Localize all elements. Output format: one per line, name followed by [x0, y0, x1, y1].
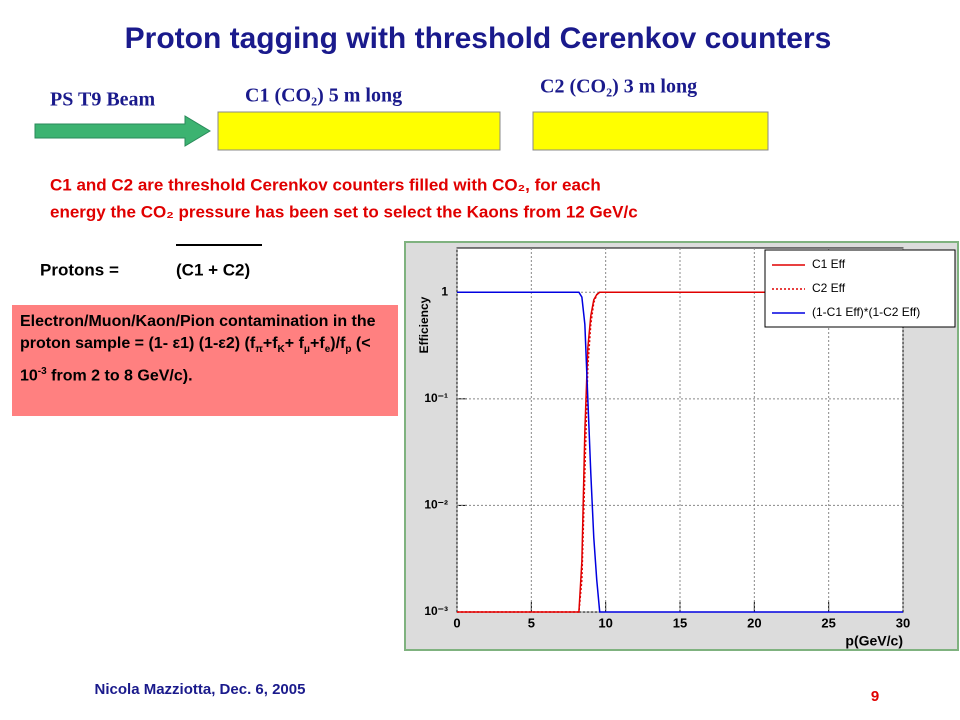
y-tick-label: 10⁻³	[424, 604, 448, 618]
x-tick-label: 10	[598, 615, 612, 630]
x-tick-label: 20	[747, 615, 761, 630]
x-tick-label: 15	[673, 615, 687, 630]
series-line	[457, 291, 903, 613]
text: Electron/Muon/Kaon/Pion contamination in…	[20, 313, 376, 352]
x-tick-label: 0	[453, 615, 460, 630]
note-line: energy the CO₂ pressure has been set to …	[50, 202, 638, 221]
text: μ	[303, 344, 311, 356]
x-tick-label: 25	[821, 615, 835, 630]
series-line	[457, 291, 903, 613]
counter-c2	[532, 111, 769, 151]
text: π	[255, 344, 263, 356]
protons-formula: (C1 + C2)	[176, 260, 250, 279]
legend-label: (1-C1 Eff)*(1-C2 Eff)	[812, 305, 920, 319]
text: +f	[310, 335, 325, 352]
y-axis-label: Efficiency	[417, 296, 431, 353]
title: Proton tagging with threshold Cerenkov c…	[125, 22, 832, 55]
text: +f	[262, 335, 278, 352]
legend-label: C1 Eff	[812, 257, 846, 271]
y-tick-label: 10⁻¹	[424, 391, 448, 405]
text: K	[277, 344, 285, 356]
x-tick-label: 30	[896, 615, 910, 630]
note-line: C1 and C2 are threshold Cerenkov counter…	[50, 175, 601, 194]
beam-arrow	[34, 115, 211, 147]
c2-label: C2 (CO₂) 3 m long	[540, 76, 697, 98]
y-tick-label: 10⁻²	[424, 498, 448, 512]
page-number: 9	[871, 688, 879, 705]
text: p	[345, 344, 352, 356]
protons-label: Protons =	[40, 260, 119, 279]
x-tick-label: 5	[528, 615, 535, 630]
contamination-box: Electron/Muon/Kaon/Pion contamination in…	[12, 305, 398, 416]
text: -3	[37, 366, 47, 378]
text: e	[324, 344, 331, 356]
c1-label: C1 (CO₂) 5 m long	[245, 85, 402, 107]
legend-label: C2 Eff	[812, 281, 846, 295]
text: + f	[284, 335, 304, 352]
text: from 2 to 8 GeV/c).	[46, 367, 193, 385]
x-axis-label: p(GeV/c)	[845, 633, 903, 649]
text: )/f	[330, 335, 346, 352]
text: (< 10	[20, 335, 371, 385]
counter-c1	[217, 111, 501, 151]
y-tick-label: 1	[441, 284, 448, 298]
footer: Nicola Mazziotta, Dec. 6, 2005	[95, 681, 306, 698]
beam-label: PS T9 Beam	[50, 89, 156, 111]
